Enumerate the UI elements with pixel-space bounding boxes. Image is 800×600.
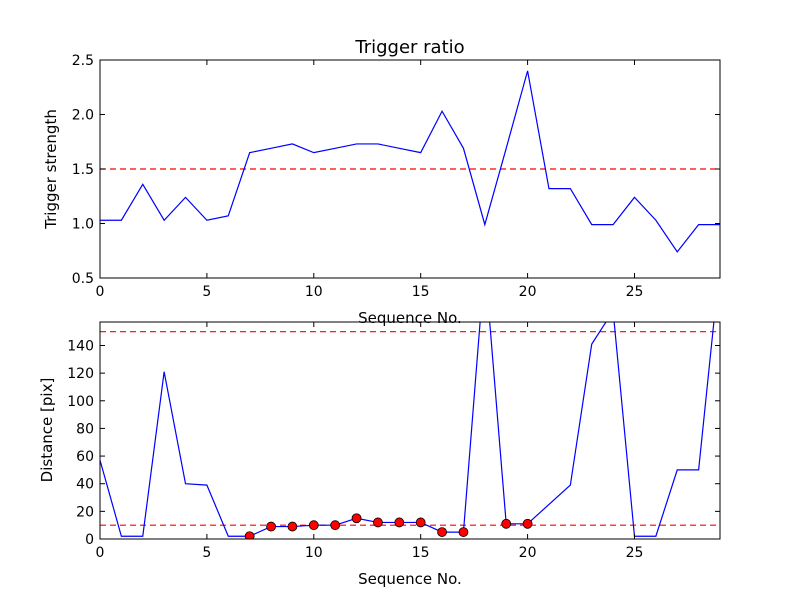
series-line [100,70,720,253]
x-tick-label: 15 [412,545,430,561]
x-tick-label: 10 [305,545,323,561]
data-point-marker [266,521,276,532]
data-point-marker [330,520,341,531]
x-tick-label: 0 [96,545,105,561]
top-plot-area [100,70,720,253]
y-tick-label: 1.5 [72,162,94,178]
top-y-axis-label: Trigger strength [42,109,60,230]
data-point-marker [308,520,319,531]
y-tick-label: 120 [67,366,94,382]
series-line [100,322,715,537]
y-tick-label: 80 [76,421,94,437]
bottom-ticks: 0 5 10 15 20 25 0 20 40 60 80 100 120 140 [67,322,720,561]
y-tick-label: 60 [76,449,94,465]
data-point-marker [415,517,426,528]
x-tick-label: 5 [202,284,211,300]
x-tick-label: 25 [626,284,644,300]
top-x-axis-label: Sequence No. [358,309,462,327]
y-tick-label: 0 [85,532,94,548]
bottom-x-axis-label: Sequence No. [358,570,462,588]
x-tick-label: 0 [96,284,105,300]
y-tick-label: 100 [67,394,94,410]
x-tick-label: 20 [519,545,537,561]
bottom-threshold-layer [100,331,720,526]
bottom-plot-area [100,322,715,539]
bottom-y-axis-label: Distance [pix] [38,378,56,483]
y-tick-label: 20 [76,504,94,520]
x-tick-label: 5 [202,545,211,561]
x-tick-label: 15 [412,284,430,300]
data-point-marker [287,521,298,532]
data-point-marker [501,518,512,529]
data-point-marker [437,527,447,537]
data-point-marker [244,531,255,539]
chart-title: Trigger ratio [354,37,464,58]
data-point-marker [522,518,533,529]
bottom-axes-frame [99,321,721,540]
data-point-marker [351,513,362,524]
data-point-marker [394,517,405,528]
y-tick-label: 2.5 [72,53,94,69]
data-point-marker [458,527,469,537]
y-tick-label: 0.5 [72,271,94,287]
distance-chart: 0 5 10 15 20 25 0 20 40 60 80 100 120 140 Sequence No… [38,321,721,588]
y-tick-label: 2.0 [72,108,94,124]
y-tick-label: 140 [67,338,94,354]
x-tick-label: 10 [305,284,323,300]
trigger-ratio-chart: Trigger ratio 0 5 10 15 20 250.51.01.52.02.5 … [42,37,721,327]
x-tick-label: 20 [519,284,537,300]
top-ticks: 0 5 10 15 20 25 0.5 1.0 1.5 2.0 2.5 [72,53,720,300]
y-tick-label: 40 [76,477,94,493]
data-point-marker [373,517,383,528]
x-tick-label: 25 [626,545,644,561]
y-tick-label: 1.0 [72,217,94,233]
